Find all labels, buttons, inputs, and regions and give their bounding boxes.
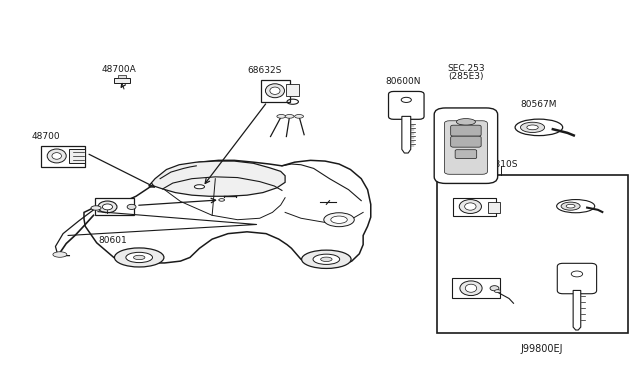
Ellipse shape (134, 255, 145, 260)
Text: 99810S: 99810S (484, 160, 518, 169)
Ellipse shape (115, 248, 164, 267)
Ellipse shape (401, 97, 412, 102)
FancyBboxPatch shape (286, 84, 299, 96)
Ellipse shape (195, 185, 205, 189)
Ellipse shape (126, 252, 152, 263)
Ellipse shape (301, 250, 351, 269)
Ellipse shape (456, 119, 476, 125)
Ellipse shape (566, 204, 575, 208)
Ellipse shape (561, 202, 580, 210)
FancyBboxPatch shape (444, 121, 488, 174)
Ellipse shape (572, 271, 582, 277)
Ellipse shape (515, 119, 563, 136)
FancyBboxPatch shape (452, 198, 496, 216)
Ellipse shape (495, 290, 501, 293)
Ellipse shape (465, 284, 477, 292)
Text: 80600N: 80600N (385, 77, 421, 86)
Ellipse shape (527, 125, 538, 130)
FancyBboxPatch shape (488, 202, 500, 214)
Polygon shape (148, 161, 285, 196)
FancyBboxPatch shape (451, 125, 481, 136)
Ellipse shape (460, 199, 481, 214)
FancyBboxPatch shape (95, 198, 134, 215)
Ellipse shape (102, 204, 113, 210)
Ellipse shape (270, 87, 280, 94)
Ellipse shape (219, 199, 225, 201)
Ellipse shape (321, 257, 332, 262)
FancyBboxPatch shape (388, 92, 424, 119)
Ellipse shape (465, 203, 476, 210)
Ellipse shape (47, 149, 66, 163)
FancyBboxPatch shape (41, 146, 85, 167)
Ellipse shape (98, 201, 117, 213)
Ellipse shape (277, 115, 285, 118)
Ellipse shape (127, 204, 136, 209)
Text: 48700: 48700 (31, 132, 60, 141)
Text: 48700A: 48700A (102, 65, 136, 74)
Ellipse shape (313, 254, 340, 264)
Ellipse shape (324, 213, 355, 227)
FancyBboxPatch shape (434, 108, 498, 183)
Ellipse shape (520, 122, 545, 132)
FancyBboxPatch shape (452, 278, 500, 298)
Text: 80601: 80601 (98, 237, 127, 246)
Text: J99800EJ: J99800EJ (521, 344, 563, 354)
Ellipse shape (331, 216, 348, 223)
FancyBboxPatch shape (261, 80, 290, 102)
Ellipse shape (294, 115, 303, 118)
Polygon shape (84, 160, 371, 267)
Ellipse shape (557, 199, 595, 213)
FancyBboxPatch shape (118, 75, 126, 78)
Ellipse shape (460, 281, 482, 296)
Text: 80567M: 80567M (520, 100, 557, 109)
Text: SEC.253: SEC.253 (447, 64, 484, 73)
Text: 68632S: 68632S (247, 66, 282, 75)
Polygon shape (402, 116, 411, 153)
Ellipse shape (266, 84, 284, 98)
Bar (437, 175, 628, 333)
Polygon shape (573, 291, 580, 330)
Ellipse shape (52, 153, 61, 159)
Ellipse shape (490, 286, 499, 291)
Ellipse shape (91, 206, 101, 210)
FancyBboxPatch shape (451, 136, 481, 147)
Ellipse shape (285, 115, 294, 118)
FancyBboxPatch shape (115, 78, 130, 83)
FancyBboxPatch shape (557, 263, 596, 294)
Ellipse shape (53, 252, 67, 257)
Ellipse shape (404, 99, 409, 101)
FancyBboxPatch shape (455, 150, 477, 158)
Text: (285E3): (285E3) (448, 72, 484, 81)
FancyBboxPatch shape (69, 149, 85, 163)
